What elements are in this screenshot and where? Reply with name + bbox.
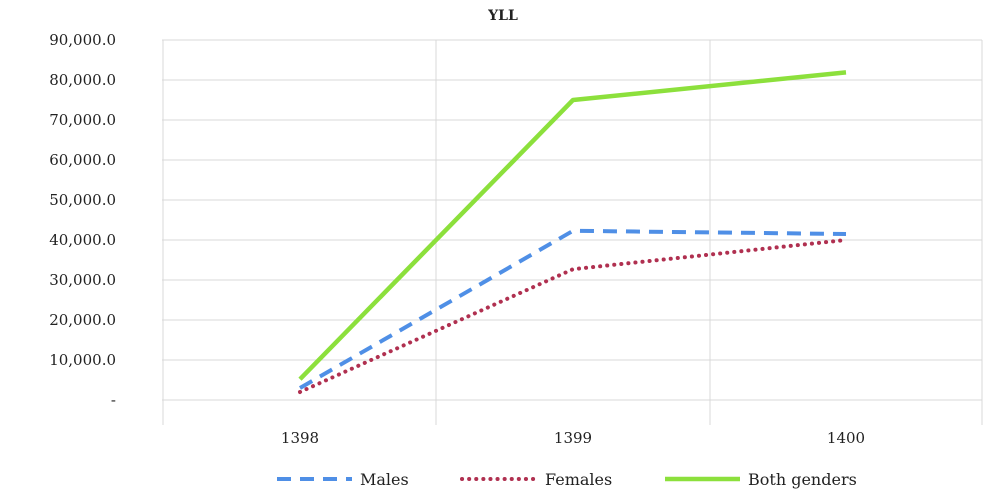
y-tick-label: 60,000.0: [49, 151, 116, 169]
y-tick-label: 70,000.0: [49, 111, 116, 129]
legend: Males Females Both genders: [277, 470, 857, 489]
x-tick-label: 1399: [554, 429, 592, 447]
y-tick-label: 50,000.0: [49, 191, 116, 209]
x-tick-label: 1398: [281, 429, 319, 447]
legend-label: Females: [545, 470, 612, 489]
y-axis-tick-labels: - 10,000.0 20,000.0 30,000.0 40,000.0 50,000.…: [49, 31, 116, 409]
y-tick-label: -: [111, 391, 116, 409]
y-tick-label: 20,000.0: [49, 311, 116, 329]
y-tick-label: 10,000.0: [49, 351, 116, 369]
y-tick-label: 90,000.0: [49, 31, 116, 49]
x-tick-label: 1400: [827, 429, 865, 447]
series-line-males: [299, 228, 847, 390]
series-line-both-genders: [298, 70, 847, 381]
series-lines: [298, 70, 848, 394]
y-tick-label: 30,000.0: [49, 271, 116, 289]
series-line-females: [298, 238, 848, 394]
chart-title: YLL: [487, 8, 518, 24]
legend-label: Both genders: [748, 470, 857, 489]
legend-label: Males: [360, 470, 409, 489]
y-tick-label: 40,000.0: [49, 231, 116, 249]
gridlines: [162, 39, 983, 425]
y-tick-label: 80,000.0: [49, 71, 116, 89]
x-axis-tick-labels: 1398 1399 1400: [281, 429, 865, 447]
